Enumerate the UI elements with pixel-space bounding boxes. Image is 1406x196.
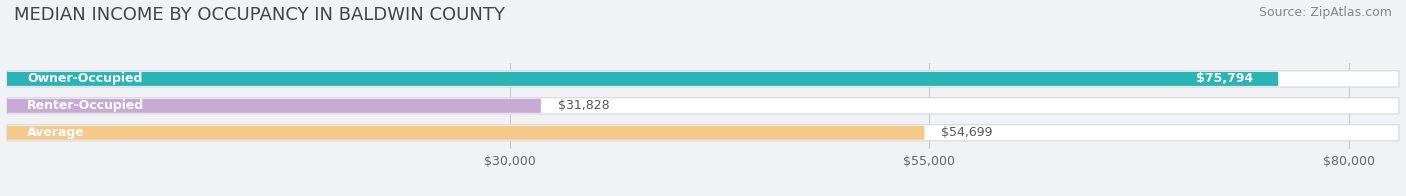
FancyBboxPatch shape [7,125,1399,141]
Text: $31,828: $31,828 [558,99,609,112]
FancyBboxPatch shape [7,72,1278,86]
FancyBboxPatch shape [7,71,1399,87]
Text: Renter-Occupied: Renter-Occupied [27,99,145,112]
Text: Source: ZipAtlas.com: Source: ZipAtlas.com [1258,6,1392,19]
Text: $75,794: $75,794 [1197,72,1253,85]
Text: Average: Average [27,126,84,139]
FancyBboxPatch shape [7,98,1399,114]
Text: $54,699: $54,699 [941,126,993,139]
Text: Owner-Occupied: Owner-Occupied [27,72,142,85]
FancyBboxPatch shape [7,126,924,140]
FancyBboxPatch shape [7,99,541,113]
Text: MEDIAN INCOME BY OCCUPANCY IN BALDWIN COUNTY: MEDIAN INCOME BY OCCUPANCY IN BALDWIN CO… [14,6,505,24]
